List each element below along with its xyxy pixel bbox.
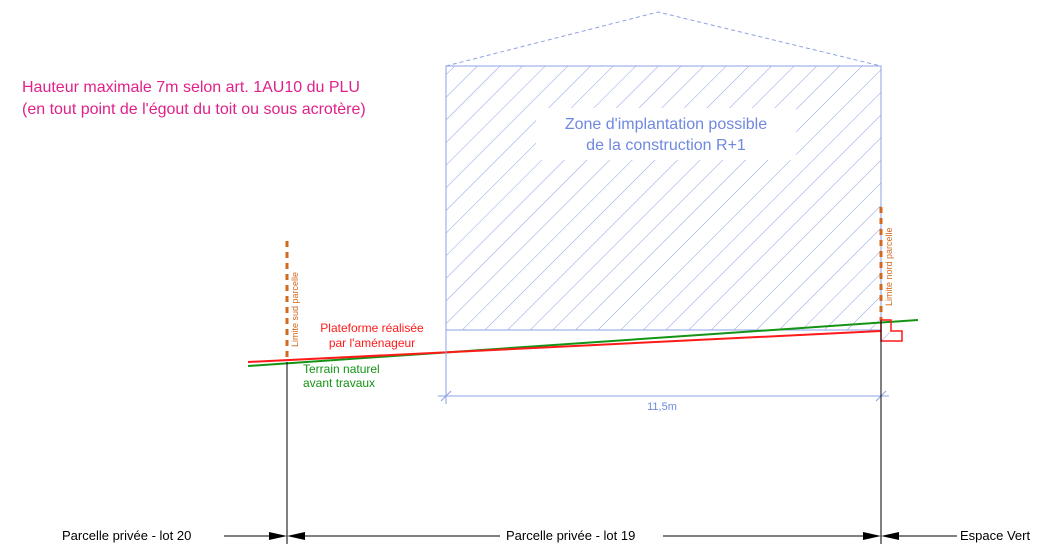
parcel-lot20-label: Parcelle privée - lot 20 [62,528,191,543]
plateforme-label-line2: par l'aménageur [329,336,415,350]
terrain-naturel-line [247,319,919,367]
height-note-line1: Hauteur maximale 7m selon art. 1AU10 du … [22,79,360,96]
construction-zone [445,65,882,331]
limite-sud-label: Limite sud parcelle [290,272,300,347]
limite-nord-label: Limite nord parcelle [884,227,894,306]
zone-label-background [536,108,796,160]
parcel-espace-vert-label: Espace Vert [960,528,1030,543]
terrain-label-line2: avant travaux [303,376,375,390]
parcel-lot20-arrowhead [269,532,287,540]
plateforme-label-line1: Plateforme réalisée [320,321,424,335]
dimension-label: 11,5m [647,401,677,413]
terrain-label-line1: Terrain naturel [303,362,380,376]
roof-outline [445,11,882,67]
zone-label-line1: Zone d'implantation possible [565,116,767,133]
parcel-lot19-arrowhead-right [863,532,881,540]
plateforme-line [247,330,882,363]
zone-label-line2: de la construction R+1 [586,137,746,154]
parcel-lot19-label: Parcelle privée - lot 19 [506,528,635,543]
plateforme-end-step [880,319,903,342]
height-note-line2: (en tout point de l'égout du toit ou sou… [22,101,366,118]
dimension-tick-left [440,390,452,402]
